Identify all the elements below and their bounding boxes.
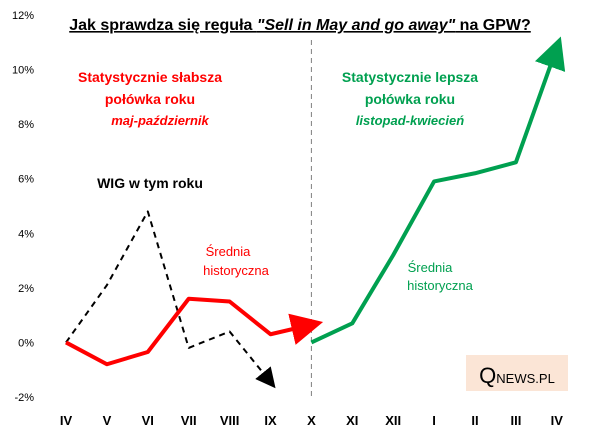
red-avg-label-line2: historyczna <box>203 263 270 278</box>
x-tick-label: X <box>307 413 316 428</box>
weak-half-title: Statystycznie słabsza <box>78 69 222 85</box>
x-tick-label: V <box>103 413 112 428</box>
weak-half-title2: połówka roku <box>105 91 195 107</box>
y-tick-label: 6% <box>18 174 34 186</box>
qnews-logo: QNEWS.PL <box>466 355 568 391</box>
green-avg-label-line2: historyczna <box>407 278 474 293</box>
y-tick-label: 0% <box>18 337 34 349</box>
chart-title: Jak sprawdza się reguła "Sell in May and… <box>69 17 531 34</box>
wig-series-line <box>65 210 276 389</box>
wig-label: WIG w tym roku <box>97 175 203 191</box>
green-average-line <box>310 36 566 345</box>
red-avg-label-line1: Średnia <box>206 244 252 259</box>
x-tick-label: IV <box>551 413 564 428</box>
weak-half-months: maj-październik <box>111 113 209 128</box>
red-average-line <box>65 296 324 367</box>
y-tick-label: 2% <box>18 283 34 295</box>
series-layer <box>65 36 566 389</box>
y-tick-label: -2% <box>14 392 34 404</box>
y-tick-label: 10% <box>12 65 34 77</box>
logo-text: QNEWS.PL <box>479 363 555 388</box>
y-tick-label: 12% <box>12 10 34 22</box>
logo-rest: NEWS.PL <box>496 371 555 386</box>
chart-title-suffix: na GPW? <box>455 17 531 34</box>
logo-big-letter: Q <box>479 363 496 388</box>
x-tick-label: XI <box>346 413 358 428</box>
x-tick-label: I <box>432 413 436 428</box>
x-tick-label: II <box>471 413 478 428</box>
x-tick-label: VI <box>142 413 154 428</box>
x-tick-label: VIII <box>220 413 240 428</box>
strong-half-title2: połówka roku <box>365 91 455 107</box>
y-tick-label: 8% <box>18 119 34 131</box>
y-axis-ticks: -2% 0% 2% 4% 6% 8% 10% 12% <box>12 10 34 404</box>
y-tick-label: 4% <box>18 228 34 240</box>
x-tick-label: III <box>510 413 521 428</box>
chart-title-italic: "Sell in May and go away" <box>257 17 456 34</box>
x-tick-label: IX <box>264 413 277 428</box>
x-tick-label: VII <box>181 413 197 428</box>
chart-title-prefix: Jak sprawdza się reguła <box>69 17 257 34</box>
x-axis-ticks: IV V VI VII VIII IX X XI XII I II III IV <box>60 413 563 428</box>
green-avg-label-line1: Średnia <box>408 260 454 275</box>
x-tick-label: IV <box>60 413 73 428</box>
strong-half-title: Statystycznie lepsza <box>342 69 478 85</box>
logo-background <box>466 355 568 391</box>
x-tick-label: XII <box>385 413 401 428</box>
strong-half-months: listopad-kwiecień <box>356 113 464 128</box>
